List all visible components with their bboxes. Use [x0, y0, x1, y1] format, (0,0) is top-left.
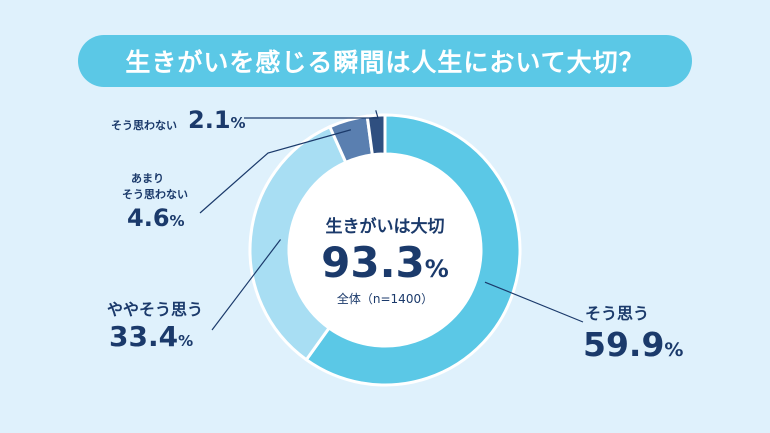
label-yaya-value: 33.4 [109, 320, 179, 353]
leader-sou-omou [484, 281, 584, 323]
title-banner: 生きがいを感じる瞬間は人生において大切？ [78, 35, 692, 87]
label-amari-line2: そう思わない [122, 188, 188, 201]
label-sou-omowanai-name: そう思わない [111, 119, 177, 132]
chart-title: 生きがいを感じる瞬間は人生において大切？ [125, 48, 645, 77]
leader-amari [199, 129, 352, 214]
label-amari-unit: % [169, 212, 185, 230]
label-sou-omou-unit: % [664, 339, 684, 361]
center-value-wrap: 93.3% [300, 238, 470, 287]
leader-sou-omowanai [244, 110, 379, 119]
label-amari-value: 4.6 [127, 204, 170, 232]
label-sou-omowanai-value: 2.1 [188, 106, 231, 134]
center-note: 全体（n=1400） [336, 292, 434, 306]
label-amari-value-wrap: 4.6% [127, 204, 185, 232]
leader-yaya [211, 239, 282, 331]
label-sou-omou-value-wrap: 59.9% [583, 325, 683, 364]
label-amari-line1: あまり [131, 172, 164, 185]
label-yaya-unit: % [178, 332, 194, 350]
label-sou-omowanai-unit: % [230, 114, 246, 132]
label-sou-omou-name: そう思う [585, 304, 650, 323]
center-unit: % [424, 255, 449, 283]
center-value: 93.3 [321, 238, 425, 287]
label-sou-omou-value: 59.9 [583, 325, 665, 364]
label-yaya-value-wrap: 33.4% [109, 320, 193, 353]
label-yaya-name: ややそう思う [107, 300, 204, 319]
label-sou-omowanai-value-wrap: 2.1% [188, 106, 246, 134]
donut-hole [289, 154, 481, 346]
center-heading: 生きがいは大切 [325, 217, 445, 237]
